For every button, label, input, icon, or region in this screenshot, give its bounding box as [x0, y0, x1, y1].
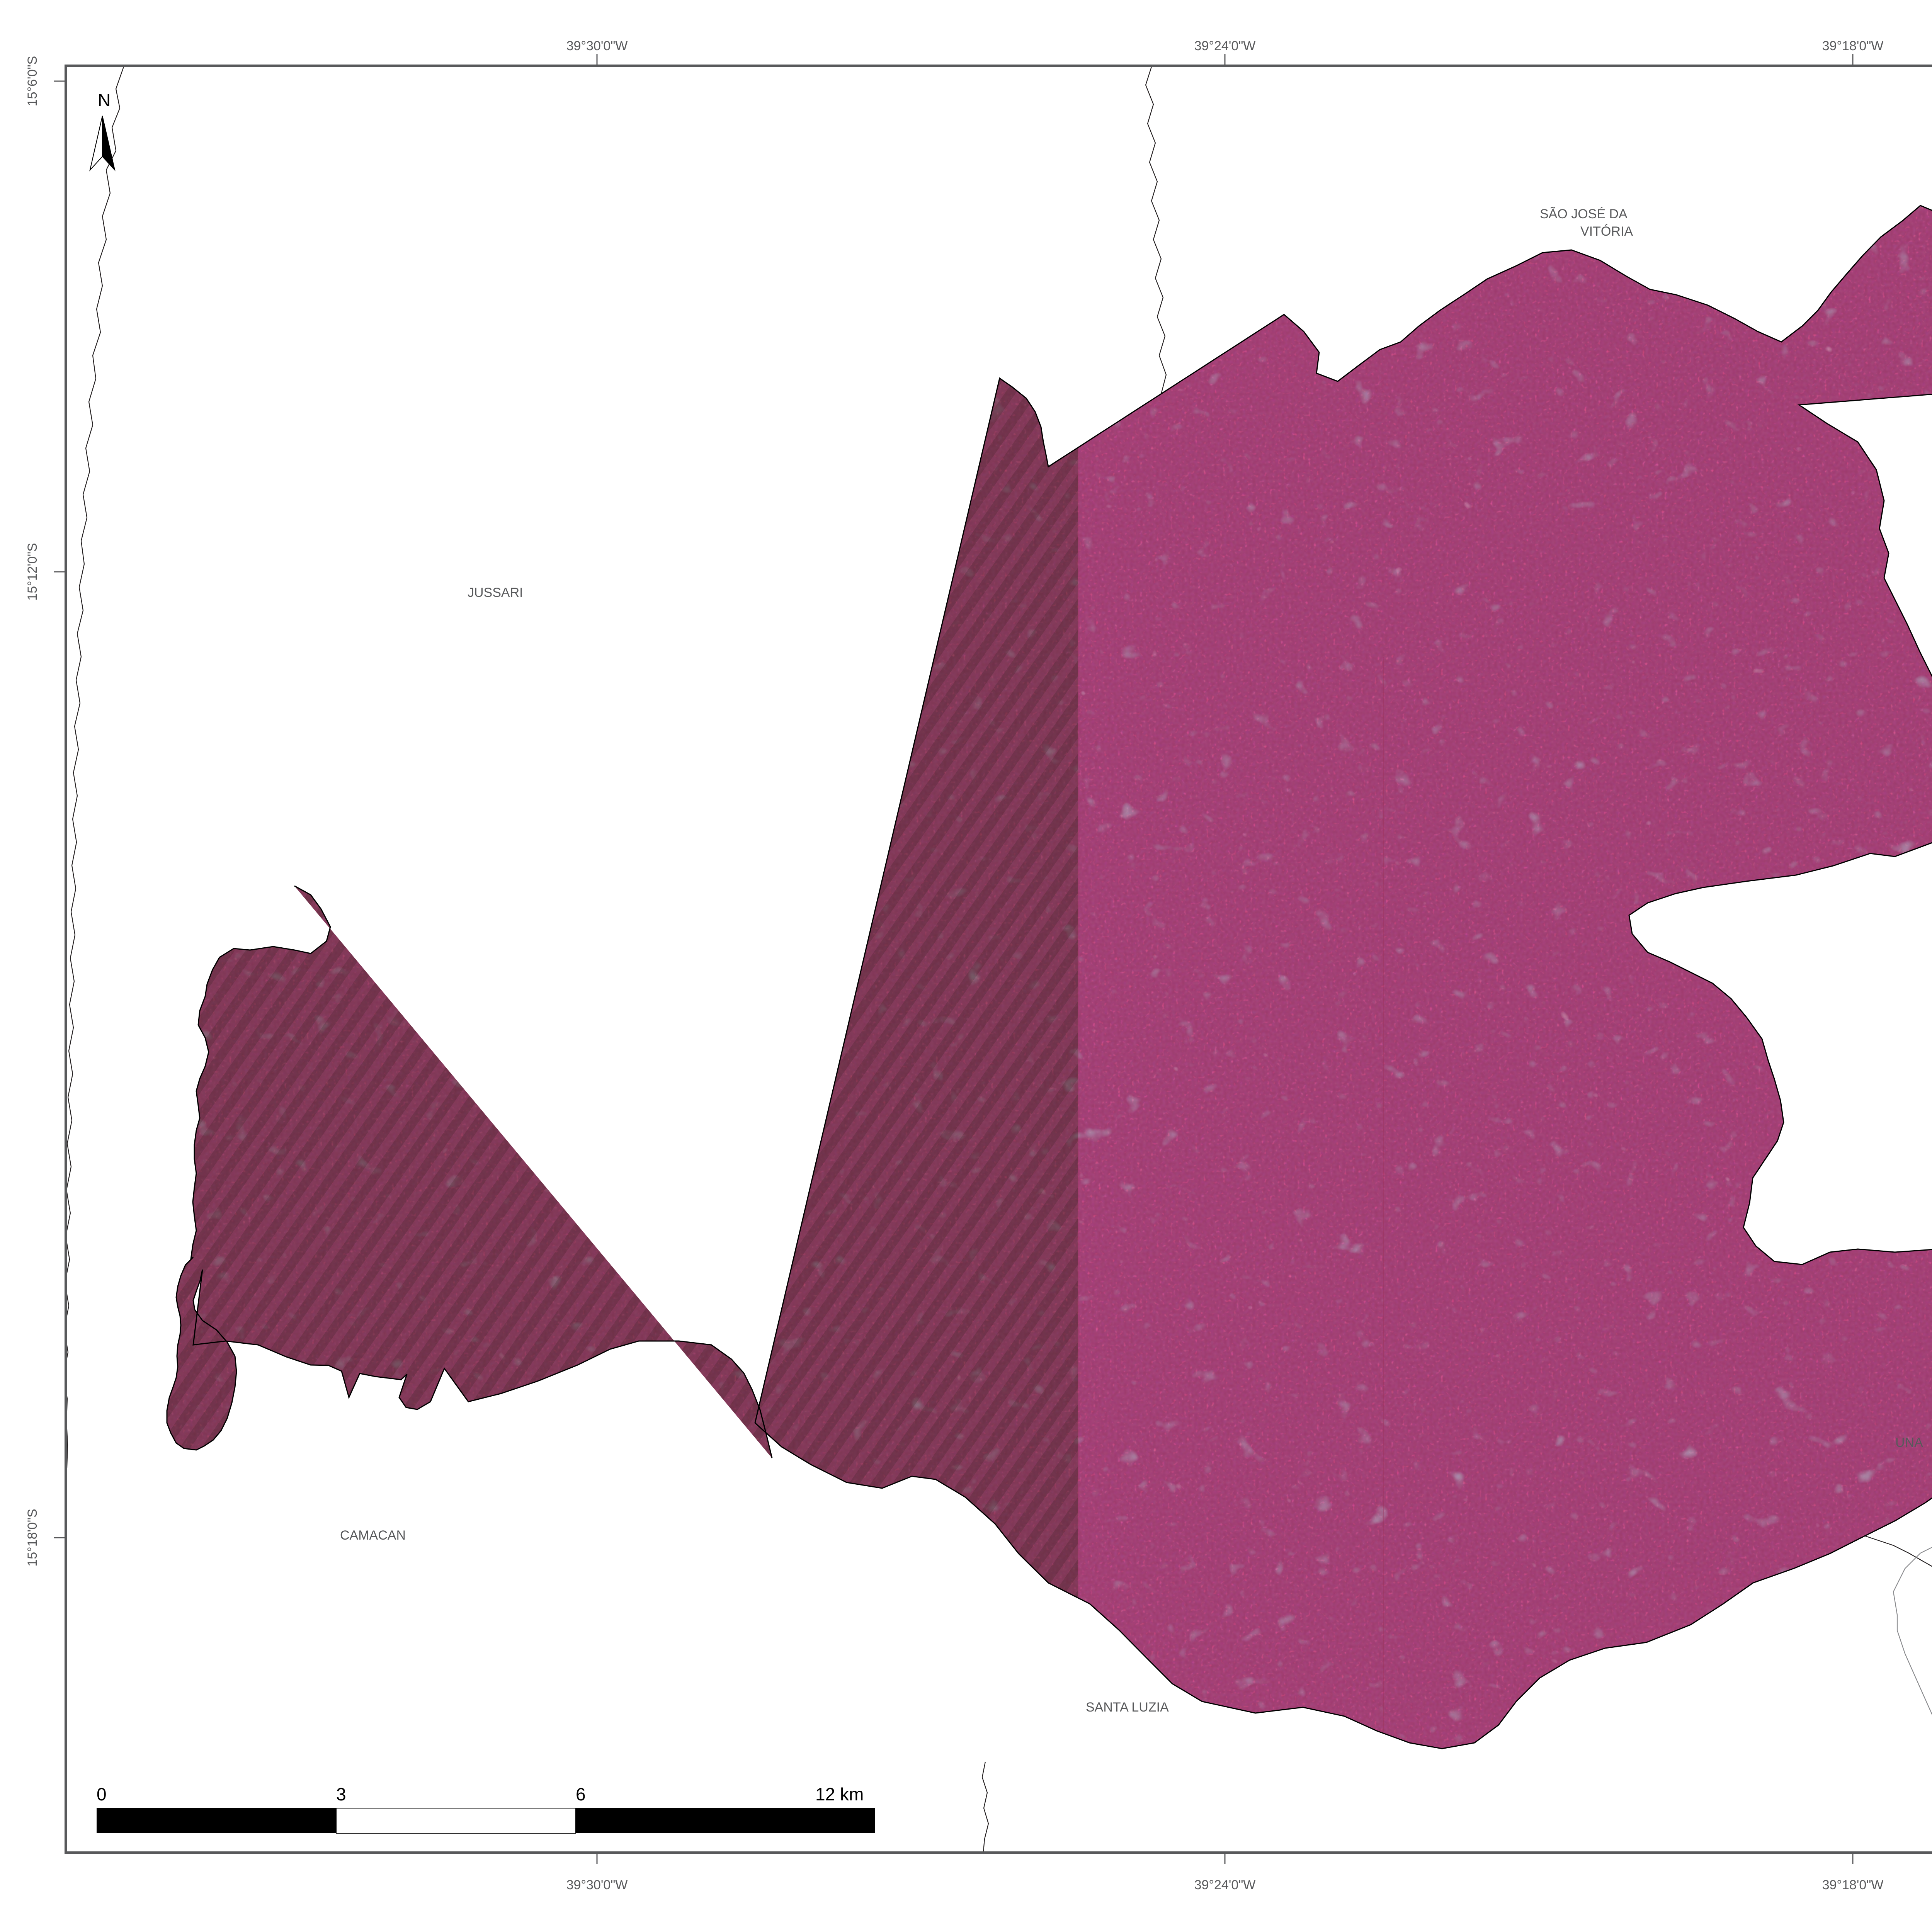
- svg-text:12 km: 12 km: [815, 1784, 864, 1804]
- svg-text:0: 0: [97, 1784, 107, 1804]
- svg-text:UNA: UNA: [1895, 1435, 1923, 1450]
- svg-text:39°24'0"W: 39°24'0"W: [1194, 39, 1256, 53]
- svg-text:VITÓRIA: VITÓRIA: [1580, 224, 1633, 239]
- svg-text:39°18'0"W: 39°18'0"W: [1822, 39, 1884, 53]
- svg-text:15°6'0"S: 15°6'0"S: [25, 56, 40, 106]
- svg-text:3: 3: [336, 1784, 346, 1804]
- svg-text:39°30'0"W: 39°30'0"W: [566, 1878, 628, 1892]
- svg-text:39°24'0"W: 39°24'0"W: [1194, 1878, 1256, 1892]
- svg-text:SÃO JOSÉ DA: SÃO JOSÉ DA: [1540, 207, 1628, 221]
- svg-text:6: 6: [576, 1784, 586, 1804]
- svg-text:N: N: [98, 90, 111, 110]
- svg-text:15°18'0"S: 15°18'0"S: [25, 1509, 40, 1566]
- svg-text:39°18'0"W: 39°18'0"W: [1822, 1878, 1884, 1892]
- svg-text:39°30'0"W: 39°30'0"W: [566, 39, 628, 53]
- svg-text:CAMACAN: CAMACAN: [340, 1528, 406, 1543]
- svg-text:15°12'0"S: 15°12'0"S: [25, 543, 40, 600]
- svg-text:JUSSARI: JUSSARI: [468, 585, 523, 600]
- svg-text:SANTA LUZIA: SANTA LUZIA: [1086, 1700, 1169, 1715]
